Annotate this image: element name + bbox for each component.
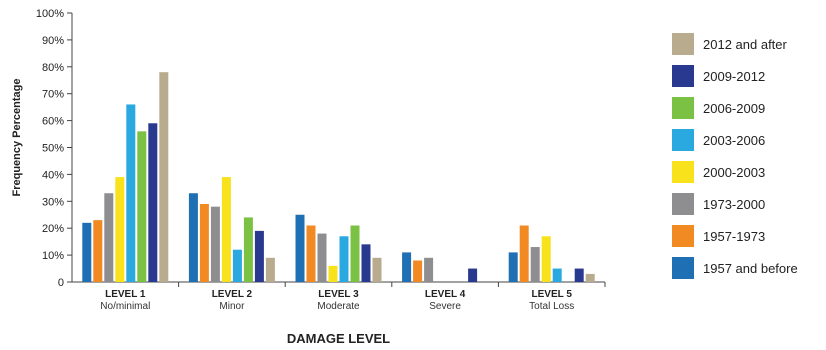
bar [115,177,125,282]
bar [413,260,423,282]
bar [530,247,540,282]
bar [317,233,327,282]
legend-label: 1957-1973 [703,229,765,244]
bar [243,217,253,282]
bar [126,104,136,283]
bar [306,225,316,282]
x-tick-label: LEVEL 4 [425,289,466,300]
x-tick-sublabel: Moderate [317,301,360,312]
x-tick-label: LEVEL 1 [105,289,146,300]
y-axis-ticks: 0 10% 20% 30% 40% 50% 60% 70% 80% 90% 100% [36,8,72,289]
legend-swatch [672,161,694,183]
y-tick-label: 70% [42,89,64,101]
y-tick-label: 0 [58,277,64,289]
legend-swatch [672,97,694,119]
bar [159,72,169,283]
x-tick-label: LEVEL 3 [318,289,359,300]
bar [199,203,209,282]
x-tick-sublabel: Total Loss [529,301,574,312]
x-tick-label: LEVEL 5 [532,289,573,300]
legend-swatch [672,65,694,87]
legend-label: 2000-2003 [703,165,765,180]
y-tick-label: 40% [42,169,64,181]
bar [424,257,434,282]
bar [104,193,114,282]
legend-label: 1957 and before [703,261,798,276]
bar [137,131,147,282]
x-tick-sublabel: Minor [219,301,245,312]
legend: 2012 and after 2009-2012 2006-2009 2003-200… [672,33,798,279]
bar [93,220,103,282]
legend-label: 1973-2000 [703,197,765,212]
bar [552,268,562,282]
y-tick-label: 100% [36,8,64,20]
bar [585,273,595,282]
y-axis-title: Frequency Percentage [11,79,23,197]
legend-label: 2003-2006 [703,133,765,148]
bar [339,236,349,282]
bar [232,249,242,282]
bar [402,252,412,282]
bar [328,265,338,282]
x-tick-sublabel: No/minimal [100,301,150,312]
bar [519,225,529,282]
y-tick-label: 60% [42,116,64,128]
legend-label: 2009-2012 [703,69,765,84]
legend-swatch [672,193,694,215]
legend-swatch [672,225,694,247]
bar [295,214,305,282]
y-tick-label: 80% [42,62,64,74]
legend-swatch [672,257,694,279]
y-tick-label: 20% [42,223,64,235]
bar [508,252,518,282]
y-tick-label: 50% [42,143,64,155]
x-axis-title: DAMAGE LEVEL [287,331,390,346]
bar [468,268,478,282]
bar [574,268,584,282]
bar [82,222,92,282]
bar [265,257,275,282]
y-tick-label: 10% [42,250,64,262]
y-tick-label: 30% [42,196,64,208]
bar [350,225,360,282]
legend-label: 2006-2009 [703,101,765,116]
legend-swatch [672,33,694,55]
bar [221,177,231,282]
legend-label: 2012 and after [703,37,788,52]
x-tick-label: LEVEL 2 [212,289,253,300]
bar [148,123,158,282]
bar [361,244,371,282]
bar [188,193,198,282]
legend-swatch [672,129,694,151]
bar [210,206,220,282]
y-tick-label: 90% [42,35,64,47]
bar [372,257,382,282]
bar [541,236,551,282]
bars [82,72,595,283]
x-tick-sublabel: Severe [429,301,461,312]
bar [254,230,264,282]
